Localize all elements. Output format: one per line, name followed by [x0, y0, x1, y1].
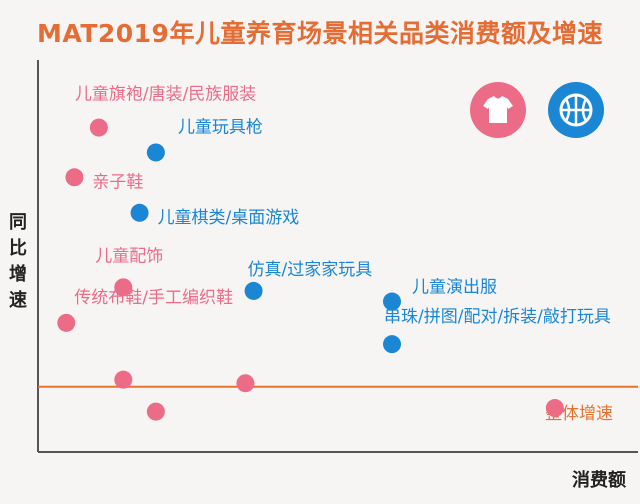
data-point: [114, 370, 133, 389]
data-point-label: 仿真/过家家玩具: [248, 260, 373, 280]
x-axis-label: 消费额: [572, 470, 626, 491]
basketball-icon: [548, 82, 604, 138]
data-point-label: 儿童配饰: [95, 246, 163, 266]
tshirt-icon: [470, 82, 526, 138]
data-point-label: 儿童棋类/桌面游戏: [158, 208, 300, 228]
data-point: [130, 203, 149, 222]
chart-title: MAT2019年儿童养育场景相关品类消费额及增速: [37, 19, 603, 48]
points-layer: 儿童旗袍/唐装/民族服装儿童玩具枪亲子鞋儿童棋类/桌面游戏儿童配饰仿真/过家家玩…: [57, 84, 611, 421]
y-axis-label: 同比增速: [9, 212, 27, 311]
data-point-label: 儿童演出服: [412, 278, 497, 298]
data-point: [146, 402, 165, 421]
data-point: [114, 278, 133, 297]
data-point: [545, 399, 564, 418]
data-point: [65, 168, 84, 187]
data-point: [383, 292, 401, 311]
data-point: [89, 118, 108, 137]
data-point-label: 亲子鞋: [92, 172, 143, 192]
data-point-label: 儿童玩具枪: [178, 117, 263, 137]
data-point-label: 串珠/拼图/配对/拆装/敲打玩具: [384, 307, 611, 327]
data-point-label: 儿童旗袍/唐装/民族服装: [75, 84, 256, 105]
data-point-label: 传统布鞋/手工编织鞋: [74, 288, 233, 308]
data-point: [236, 374, 255, 393]
data-point: [57, 313, 76, 332]
data-point: [244, 281, 263, 300]
data-point: [383, 335, 401, 354]
data-point: [146, 143, 165, 162]
